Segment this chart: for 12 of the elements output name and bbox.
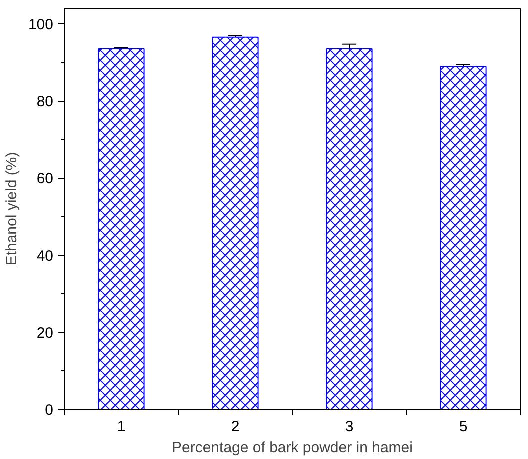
y-tick-label: 20 (36, 324, 54, 342)
y-axis-title: Ethanol yield (%) (3, 152, 20, 266)
y-tick-label: 100 (28, 16, 54, 34)
y-tick-label: 60 (36, 170, 54, 188)
x-tick-label: 1 (117, 418, 126, 436)
x-axis-title: Percentage of bark powder in hamei (172, 440, 413, 456)
y-tick-label: 80 (36, 94, 54, 111)
x-tick-label: 5 (459, 418, 468, 436)
x-tick-label: 2 (231, 418, 240, 436)
y-tick-label: 0 (45, 402, 54, 419)
y-tick-label: 40 (36, 248, 54, 265)
x-tick-label: 3 (345, 418, 354, 436)
